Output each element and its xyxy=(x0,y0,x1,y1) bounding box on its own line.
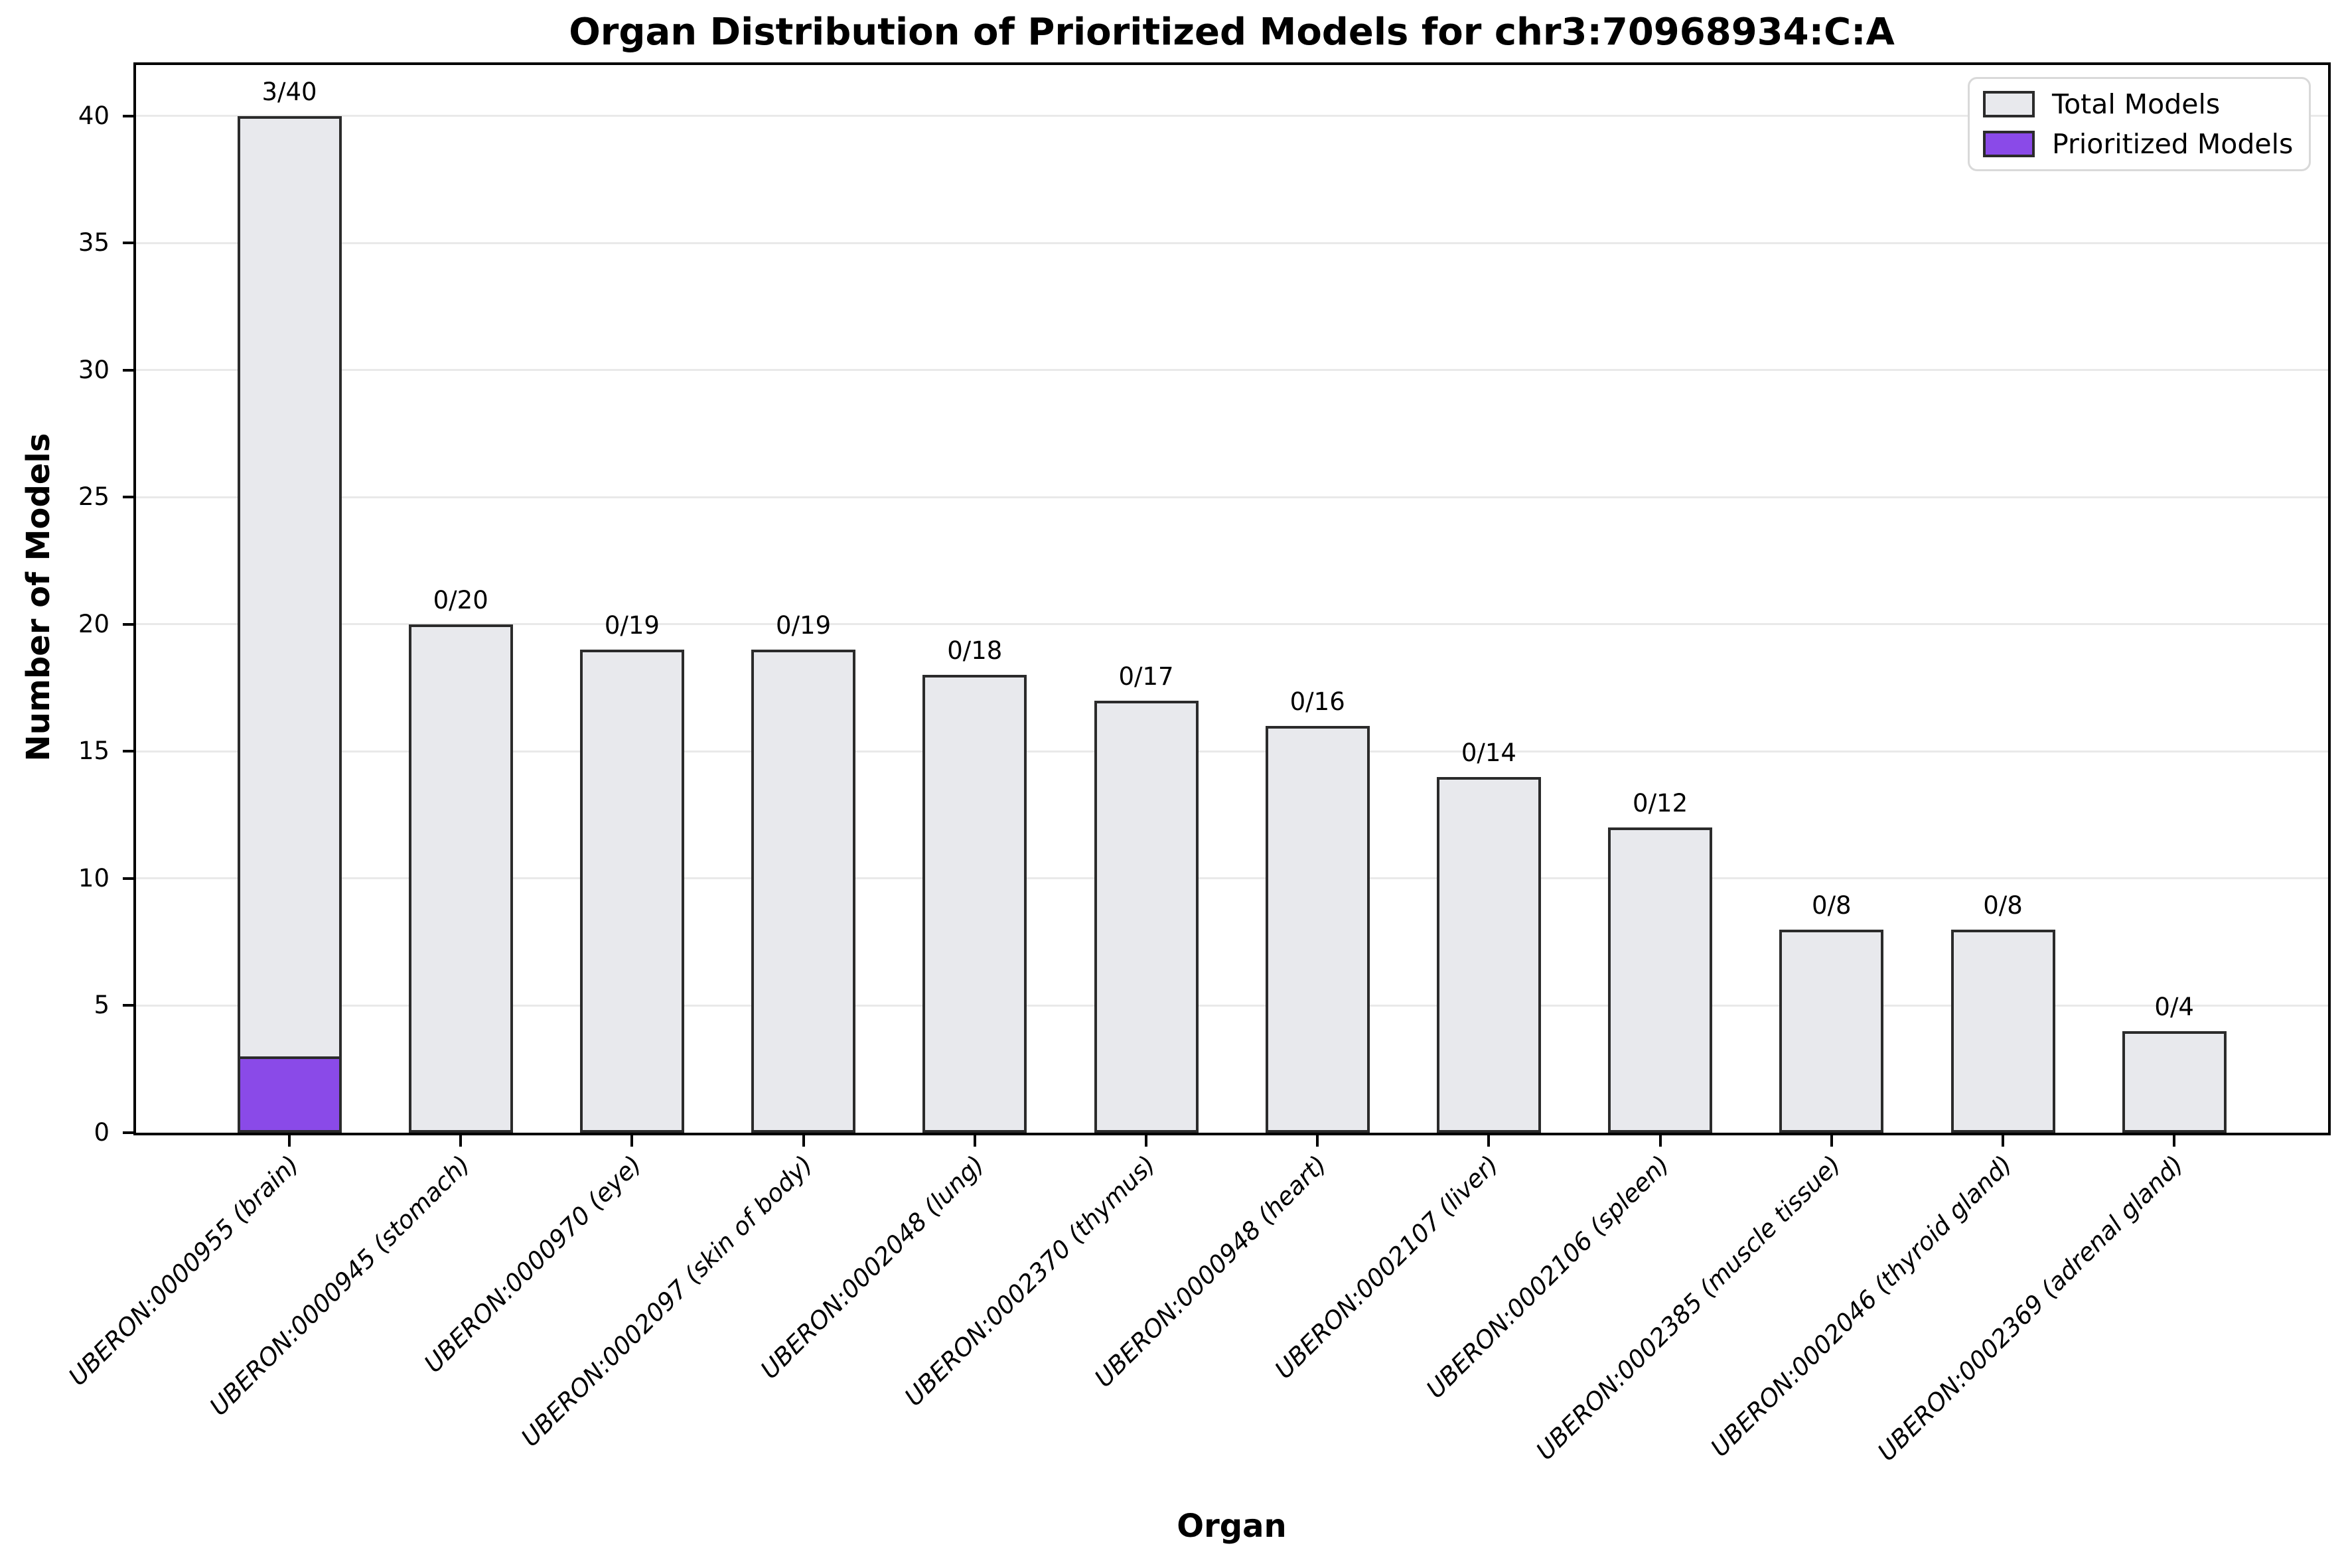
y-tick xyxy=(123,622,133,626)
x-tick xyxy=(802,1135,805,1147)
x-tick xyxy=(630,1135,634,1147)
bar-value-label: 0/14 xyxy=(1461,738,1516,767)
x-axis-label: Organ xyxy=(1177,1508,1287,1545)
y-tick xyxy=(123,877,133,880)
bar-value-label: 0/19 xyxy=(776,611,832,640)
y-tick xyxy=(123,368,133,372)
bar-total xyxy=(408,624,513,1133)
y-tick xyxy=(123,750,133,753)
y-tick-label: 5 xyxy=(94,991,110,1020)
y-tick-label: 10 xyxy=(78,863,110,892)
bar-value-label: 0/4 xyxy=(2154,992,2194,1021)
grid-line xyxy=(136,750,2328,752)
bar-value-label: 0/18 xyxy=(947,636,1003,666)
legend-item-total: Total Models xyxy=(1983,90,2293,119)
bar-value-label: 0/8 xyxy=(1983,891,2023,920)
total-models-swatch xyxy=(1983,91,2035,117)
x-tick xyxy=(2002,1135,2004,1147)
bar-total xyxy=(751,650,856,1133)
y-tick-label: 35 xyxy=(78,228,110,257)
x-tick xyxy=(1830,1135,1833,1147)
y-tick-label: 25 xyxy=(78,482,110,512)
bar-total xyxy=(2122,1031,2227,1133)
x-tick xyxy=(1145,1135,1147,1147)
bar-total xyxy=(237,115,342,1133)
legend-label-prioritized: Prioritized Models xyxy=(2052,128,2294,160)
x-tick-label: UBERON:0002046 (thyroid gland) xyxy=(1705,1150,2018,1462)
bar-total xyxy=(1436,776,1541,1133)
bar-total xyxy=(1608,827,1713,1133)
x-tick xyxy=(1658,1135,1662,1147)
y-tick-label: 20 xyxy=(78,609,110,638)
y-tick xyxy=(123,242,133,245)
grid-line xyxy=(136,877,2328,880)
bar-total xyxy=(1779,929,1884,1133)
bar-total xyxy=(922,675,1027,1133)
x-tick xyxy=(973,1135,976,1147)
bar-prioritized xyxy=(237,1056,342,1133)
x-tick xyxy=(459,1135,463,1147)
bar-total xyxy=(579,650,684,1133)
grid-line xyxy=(136,1004,2328,1007)
legend-label-total: Total Models xyxy=(2052,88,2221,120)
bar-total xyxy=(1950,929,2055,1133)
bar-value-label: 0/16 xyxy=(1289,687,1345,717)
y-tick xyxy=(123,114,133,117)
grid-line xyxy=(136,623,2328,626)
bar-value-label: 0/20 xyxy=(433,585,488,614)
grid-line xyxy=(136,496,2328,498)
y-tick xyxy=(123,1004,133,1007)
x-tick xyxy=(1487,1135,1491,1147)
grid-line xyxy=(136,242,2328,244)
y-tick-label: 30 xyxy=(78,355,110,384)
y-tick-label: 40 xyxy=(78,101,110,130)
grid-line xyxy=(136,115,2328,117)
legend-item-prioritized: Prioritized Models xyxy=(1983,129,2293,159)
bar-total xyxy=(1094,700,1199,1133)
x-tick xyxy=(2173,1135,2176,1147)
x-tick-label: UBERON:0002097 (skin of body) xyxy=(516,1150,818,1453)
bar-value-label: 0/17 xyxy=(1118,662,1174,691)
y-tick-label: 15 xyxy=(78,737,110,766)
bar-value-label: 3/40 xyxy=(261,77,317,106)
bar-value-label: 0/19 xyxy=(604,611,660,640)
bar-value-label: 0/12 xyxy=(1633,789,1688,818)
x-tick xyxy=(288,1135,291,1147)
y-tick-label: 0 xyxy=(94,1118,110,1147)
y-tick xyxy=(123,1131,133,1134)
chart-title: Organ Distribution of Prioritized Models… xyxy=(569,11,1895,54)
plot-area: 0 5 10 15 20 25 30 35 40 3/40 UBERON:0000955 (brai… xyxy=(63,62,2331,1466)
grid-line xyxy=(136,369,2328,372)
x-tick-label: UBERON:0002385 (muscle tissue) xyxy=(1530,1150,1847,1466)
legend: Total Models Prioritized Models xyxy=(1968,77,2311,171)
bar-value-label: 0/8 xyxy=(1812,891,1852,920)
x-tick-label: UBERON:0002369 (adrenal gland) xyxy=(1872,1150,2189,1467)
y-tick xyxy=(123,496,133,499)
bar-total xyxy=(1265,726,1370,1133)
prioritized-models-swatch xyxy=(1983,131,2035,157)
x-tick xyxy=(1316,1135,1319,1147)
